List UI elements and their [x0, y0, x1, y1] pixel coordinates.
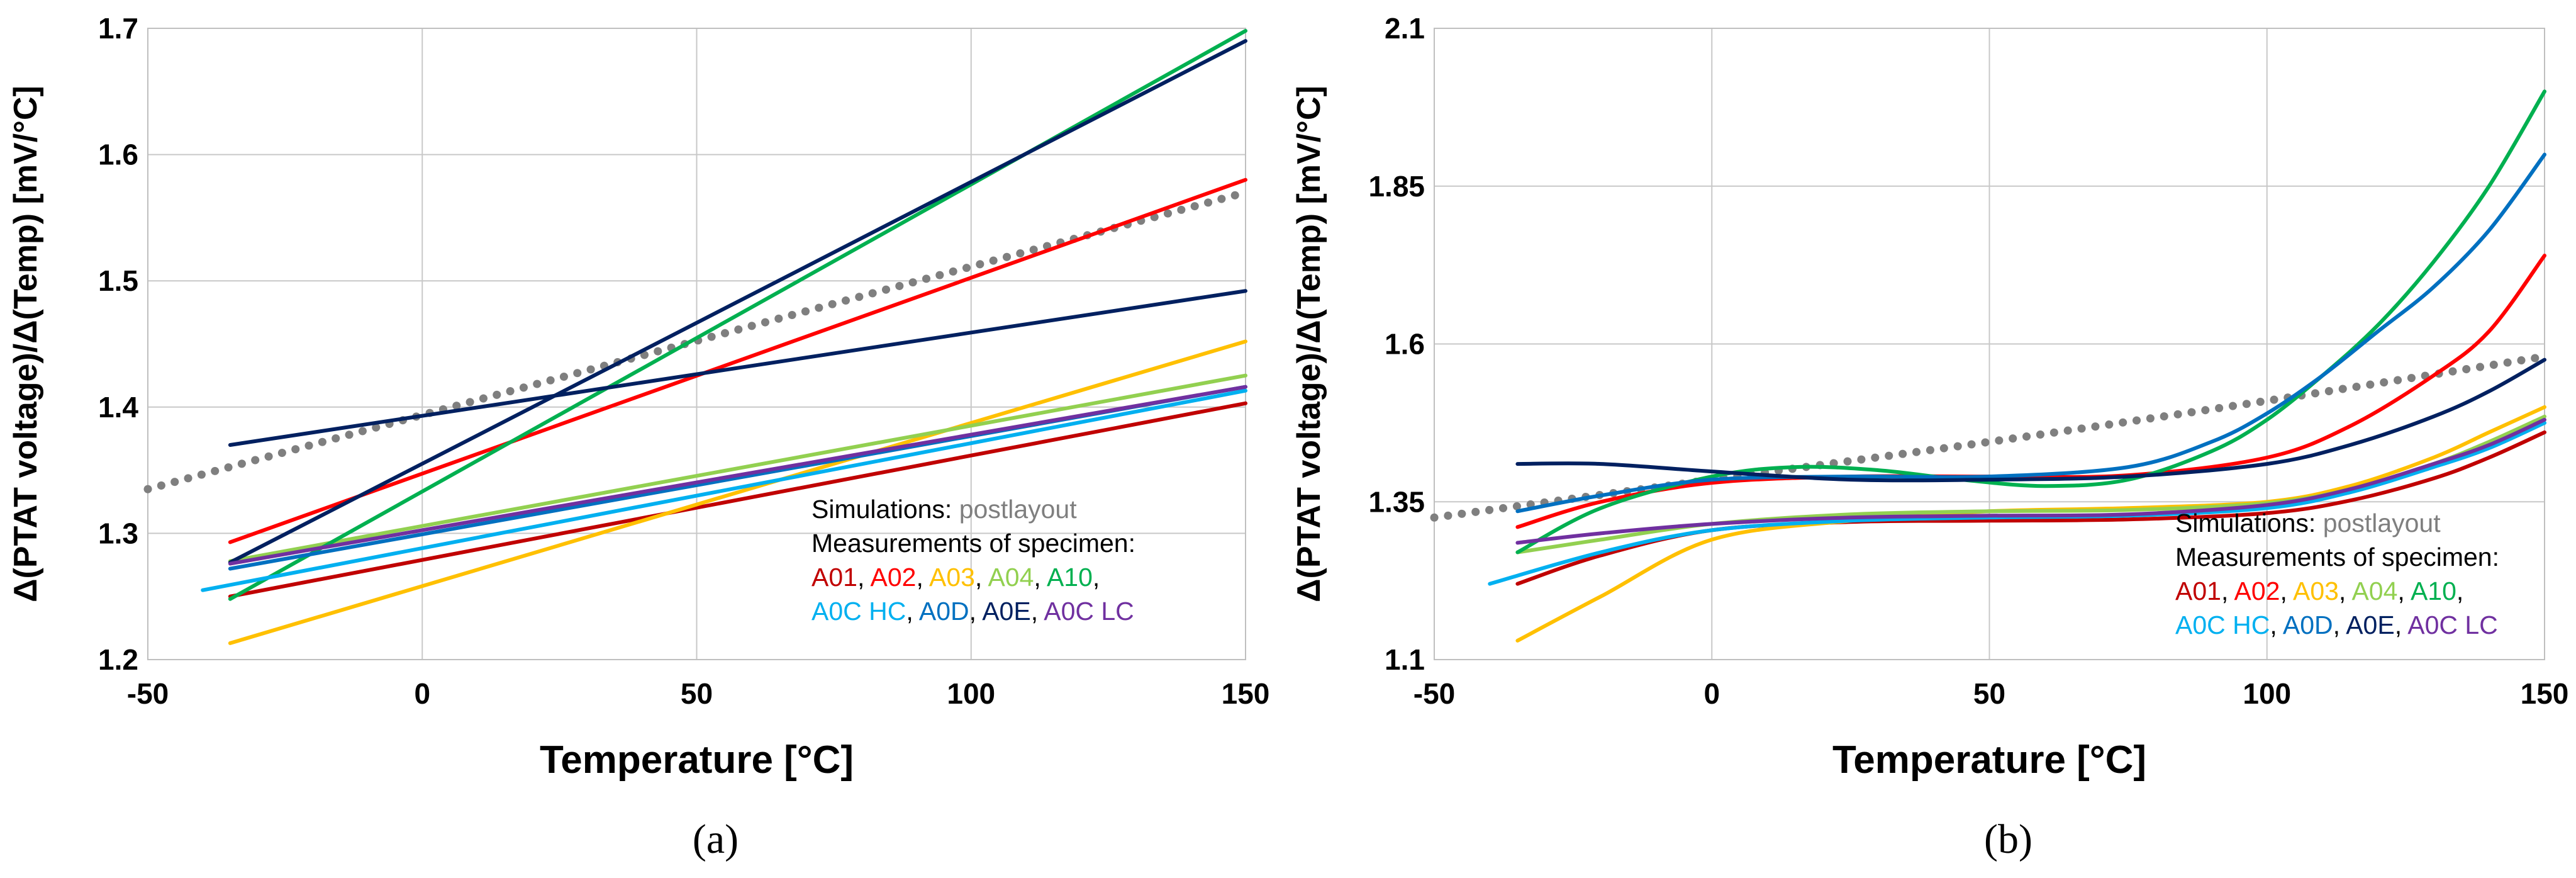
- legend-measurements-label: Measurements of specimen:: [811, 529, 1135, 558]
- series-line-a03: [228, 339, 1247, 645]
- legend-row: Measurements of specimen:: [811, 529, 1135, 558]
- legend-separator: ,: [1093, 563, 1100, 592]
- legend-separator: ,: [2280, 577, 2293, 605]
- legend-separator: ,: [969, 597, 983, 626]
- x-tick-label: 50: [681, 677, 713, 710]
- legend-entry-a03: A03: [2293, 577, 2339, 605]
- panel-label: (a): [693, 816, 739, 862]
- y-tick-label: 1.1: [1385, 643, 1425, 676]
- series-line-a0e: [228, 289, 1247, 447]
- series-line-a0d: [1515, 152, 2546, 514]
- series-line-a0e: [1515, 357, 2546, 483]
- legend-separator: ,: [2456, 577, 2463, 605]
- legend-entry-a02: A02: [2234, 577, 2280, 605]
- y-axis-label: Δ(PTAT voltage)/Δ(Temp) [mV/°C]: [1291, 86, 1327, 602]
- x-tick-label: -50: [127, 677, 169, 710]
- legend-entry-a0d: A0D: [2283, 611, 2333, 639]
- legend-separator: ,: [906, 597, 919, 626]
- legend-separator: ,: [2270, 611, 2283, 639]
- legend-entry-a01: A01: [811, 563, 857, 592]
- legend-entry-a04: A04: [2351, 577, 2397, 605]
- series-line-a04: [228, 373, 1247, 563]
- x-axis-label: Temperature [°C]: [540, 738, 854, 782]
- y-tick-label: 1.35: [1368, 485, 1425, 518]
- x-tick-label: 150: [2521, 677, 2569, 710]
- series-line-postlayout: [143, 188, 1250, 493]
- plot-frame: [147, 28, 1246, 660]
- x-tick-label: 150: [1222, 677, 1270, 710]
- legend-entry-a10: A10: [1047, 563, 1093, 592]
- x-tick-label: -50: [1413, 677, 1455, 710]
- chart-panel-a: -50 0 50 100 150 1.2 1.3 1.4 1.5 1.6 1.7 Temperatur…: [8, 12, 1269, 862]
- y-tick-label: 1.3: [98, 517, 138, 549]
- x-tick-label: 50: [1973, 677, 2005, 710]
- legend-separator: ,: [1031, 597, 1044, 626]
- legend-entry-a0c-hc: A0C HC: [2175, 611, 2270, 639]
- legend-entry-a0d: A0D: [919, 597, 969, 626]
- x-axis-label: Temperature [°C]: [1832, 738, 2146, 782]
- y-tick-label: 1.85: [1368, 170, 1425, 203]
- legend-separator: ,: [2333, 611, 2346, 639]
- legend: Simulations: postlayout Measurements of s…: [811, 495, 1135, 626]
- y-tick-label: 1.6: [1385, 328, 1425, 361]
- legend-entry-a0c-lc: A0C LC: [2407, 611, 2498, 639]
- y-tick-label: 1.2: [98, 643, 138, 676]
- y-tick-label: 1.6: [98, 138, 138, 171]
- legend-separator: ,: [2395, 611, 2408, 639]
- legend-entry-postlayout: postlayout: [2323, 509, 2441, 537]
- series-line-a02: [228, 177, 1247, 544]
- series-line-a0c-hc: [201, 388, 1247, 592]
- legend-row: A01, A02, A03, A04, A10,: [811, 563, 1100, 592]
- x-tick-label: 100: [947, 677, 995, 710]
- legend-row: Measurements of specimen:: [2175, 543, 2499, 571]
- legend-row: A0C HC, A0D, A0E, A0C LC: [2175, 611, 2498, 639]
- panel-label: (b): [1984, 816, 2032, 862]
- series-line-a10: [228, 29, 1247, 601]
- legend-separator: ,: [1034, 563, 1047, 592]
- plot-frame: [1434, 28, 2545, 660]
- legend-entry-a0e: A0E: [982, 597, 1031, 626]
- legend-entry-postlayout: postlayout: [959, 495, 1078, 524]
- legend-entry-a10: A10: [2411, 577, 2456, 605]
- y-tick-label: 1.4: [98, 391, 138, 424]
- x-tick-label: 100: [2243, 677, 2291, 710]
- legend-entry-a03: A03: [929, 563, 975, 592]
- x-tick-label: 0: [1703, 677, 1720, 710]
- legend: Simulations: postlayout Measurements of s…: [2175, 509, 2499, 639]
- series-line-a0e: [228, 39, 1247, 565]
- legend-row: A01, A02, A03, A04, A10,: [2175, 577, 2463, 605]
- legend-separator: ,: [2339, 577, 2352, 605]
- legend-measurements-label: Measurements of specimen:: [2175, 543, 2499, 571]
- legend-entry-a0c-lc: A0C LC: [1044, 597, 1134, 626]
- legend-sim-label: Simulations:: [811, 495, 959, 524]
- chart-panel-b: -50 0 50 100 150 1.1 1.35 1.6 1.85 2.1 Temperature…: [1291, 12, 2568, 862]
- legend-separator: ,: [2397, 577, 2411, 605]
- y-tick-label: 1.7: [98, 12, 138, 45]
- series-line-a0c-lc: [1515, 417, 2546, 545]
- legend-separator: ,: [2221, 577, 2234, 605]
- legend-sim-label: Simulations:: [2175, 509, 2323, 537]
- legend-separator: ,: [975, 563, 988, 592]
- legend-row: A0C HC, A0D, A0E, A0C LC: [811, 597, 1134, 626]
- series-line-a10: [1515, 89, 2546, 554]
- legend-separator: ,: [857, 563, 871, 592]
- y-tick-label: 1.5: [98, 264, 138, 297]
- legend-separator: ,: [916, 563, 929, 592]
- legend-entry-a01: A01: [2175, 577, 2221, 605]
- legend-entry-a04: A04: [988, 563, 1034, 592]
- series-line-a0c-lc: [228, 385, 1247, 566]
- legend-row: Simulations: postlayout: [2175, 509, 2441, 537]
- series-line-a01: [228, 401, 1247, 599]
- legend-entry-a0e: A0E: [2346, 611, 2395, 639]
- y-axis-label: Δ(PTAT voltage)/Δ(Temp) [mV/°C]: [8, 86, 44, 602]
- legend-entry-a02: A02: [870, 563, 916, 592]
- legend-entry-a0c-hc: A0C HC: [811, 597, 906, 626]
- legend-row: Simulations: postlayout: [811, 495, 1077, 524]
- x-tick-label: 0: [414, 677, 430, 710]
- y-tick-label: 2.1: [1385, 12, 1425, 45]
